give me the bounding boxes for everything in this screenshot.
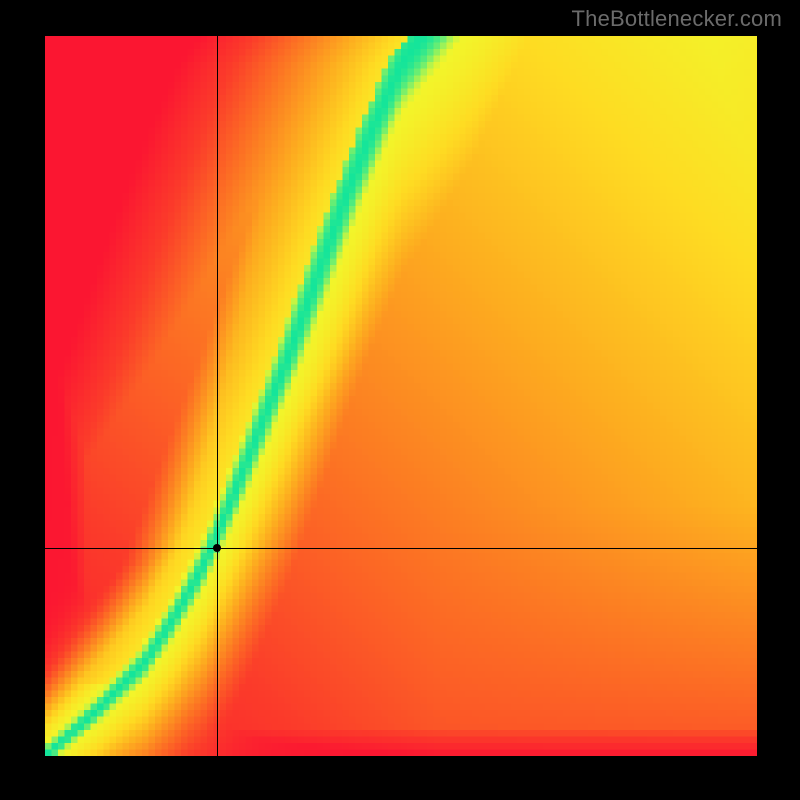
plot-frame [45,36,757,756]
crosshair-marker-point [213,544,221,552]
chart-container: TheBottlenecker.com [0,0,800,800]
crosshair-horizontal [45,548,757,549]
watermark-label: TheBottlenecker.com [572,6,782,32]
crosshair-vertical [217,36,218,756]
heatmap-canvas [45,36,757,756]
